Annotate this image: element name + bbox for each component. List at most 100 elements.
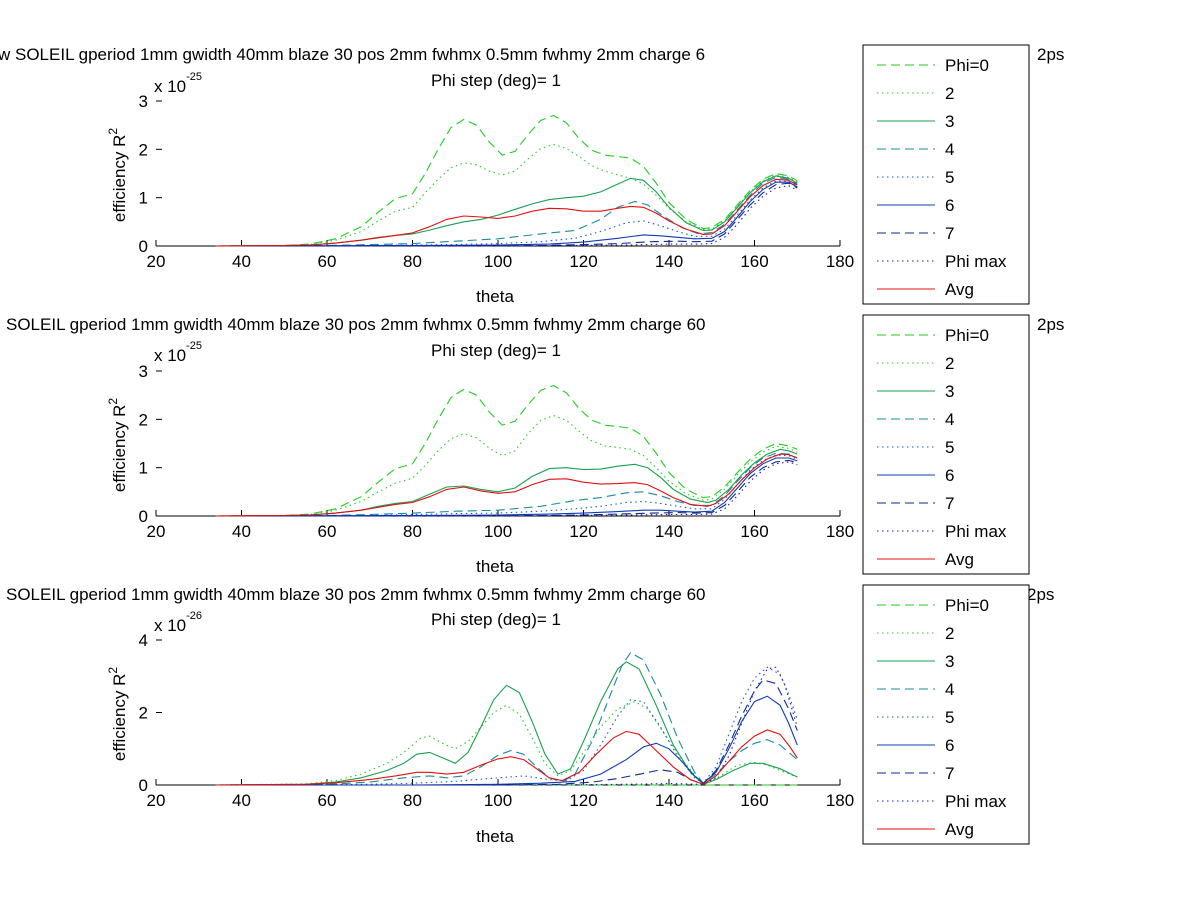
legend-3: Phi=0 2 3 4 5 6 7 Phi max Avg: [862, 584, 1030, 845]
x-tick-label-2: 60: [318, 522, 337, 541]
x-tick-label-3: 120: [569, 791, 597, 810]
legend-entry-1: Phi max: [945, 252, 1007, 271]
x-tick-label-2: 100: [484, 522, 512, 541]
y-tick-label-1: 3: [139, 92, 148, 111]
legend-entry-1: Phi=0: [945, 56, 989, 75]
series-line-1-7: [215, 182, 798, 247]
legend-entry-2: 7: [945, 494, 954, 513]
x-tick-label-3: 80: [403, 791, 422, 810]
y-exponent-power-1: -25: [186, 71, 202, 83]
y-exponent-2: x 10-25: [154, 340, 202, 365]
y-tick-label-2: 3: [139, 362, 148, 381]
legend-box-1: [862, 44, 1030, 305]
legend-entry-1: 3: [945, 112, 954, 131]
y-exponent-1: x 10-25: [154, 71, 202, 96]
x-tick-label-1: 60: [318, 252, 337, 271]
series-line-3-4: [215, 651, 798, 786]
y-axis-label-text-1: efficiency R: [110, 135, 129, 223]
legend-box-2: [862, 314, 1030, 575]
legend-entry-3: 5: [945, 708, 954, 727]
legend-entry-3: 4: [945, 680, 954, 699]
plot-title-right-1: 2ps: [1037, 45, 1064, 64]
x-tick-label-2: 180: [826, 522, 854, 541]
y-exponent-base-2: x 10: [154, 346, 186, 365]
y-axis-label-sup-2: 2: [106, 398, 120, 405]
legend-box-3: [862, 584, 1030, 845]
plot-title-right-3: 2ps: [1027, 585, 1054, 604]
plot-subtitle-2: Phi step (deg)= 1: [431, 341, 561, 360]
plot-title-2: SOLEIL gperiod 1mm gwidth 40mm blaze 30 …: [6, 315, 705, 334]
series-line-3-6: [215, 695, 798, 786]
legend-entry-2: Avg: [945, 550, 974, 569]
series-line-3-9: [215, 729, 798, 786]
y-axis-label-1: efficiency R2: [106, 128, 129, 223]
y-tick-label-2: 0: [139, 507, 148, 526]
legend-entry-1: 7: [945, 224, 954, 243]
legend-entry-1: 5: [945, 168, 954, 187]
x-tick-label-3: 140: [655, 791, 683, 810]
x-tick-label-3: 180: [826, 791, 854, 810]
y-axis-label-sup-1: 2: [106, 128, 120, 135]
y-ticks-3: 0 2 4: [139, 631, 162, 795]
series-line-1-6: [215, 181, 798, 247]
plot-title-1: w SOLEIL gperiod 1mm gwidth 40mm blaze 3…: [0, 45, 705, 64]
legend-entry-1: Avg: [945, 280, 974, 299]
y-axis-label-text-2: efficiency R: [110, 405, 129, 493]
legend-entry-2: Phi max: [945, 522, 1007, 541]
x-ticks-2: 20 40 60 80 100 120 140 160 180: [147, 510, 854, 541]
x-tick-label-3: 160: [740, 791, 768, 810]
legend-entry-2: Phi=0: [945, 326, 989, 345]
y-tick-label-1: 2: [139, 140, 148, 159]
plot-lines-3: [215, 651, 798, 786]
plot-subtitle-1: Phi step (deg)= 1: [431, 71, 561, 90]
x-axis-label-1: theta: [476, 287, 514, 306]
legend-entry-3: Phi=0: [945, 596, 989, 615]
series-line-3-3: [215, 661, 798, 786]
y-exponent-base-1: x 10: [154, 77, 186, 96]
legend-entry-3: Avg: [945, 820, 974, 839]
series-line-3-2: [215, 700, 798, 786]
subplot-1: w SOLEIL gperiod 1mm gwidth 40mm blaze 3…: [0, 44, 1064, 306]
legend-entry-3: 7: [945, 764, 954, 783]
legend-entry-3: 2: [945, 624, 954, 643]
x-tick-label-3: 100: [484, 791, 512, 810]
x-tick-label-1: 40: [232, 252, 251, 271]
x-tick-label-1: 120: [569, 252, 597, 271]
y-tick-label-2: 1: [139, 459, 148, 478]
x-tick-label-1: 180: [826, 252, 854, 271]
subplot-2: SOLEIL gperiod 1mm gwidth 40mm blaze 30 …: [6, 314, 1064, 576]
y-axis-label-2: efficiency R2: [106, 398, 129, 493]
series-line-1-4: [215, 176, 798, 247]
x-ticks-1: 20 40 60 80 100 120 140 160 180: [147, 240, 854, 271]
y-axis-label-text-3: efficiency R: [110, 674, 129, 762]
plot-lines-1: [215, 114, 798, 247]
x-tick-label-2: 140: [655, 522, 683, 541]
legend-entry-2: 5: [945, 438, 954, 457]
y-tick-label-3: 4: [139, 631, 148, 650]
series-line-2-9: [215, 453, 798, 517]
y-ticks-1: 0 1 2 3: [139, 92, 162, 256]
legend-entry-2: 4: [945, 410, 954, 429]
y-exponent-power-2: -25: [186, 340, 202, 352]
x-axis-label-2: theta: [476, 557, 514, 576]
subplot-3: SOLEIL gperiod 1mm gwidth 40mm blaze 30 …: [6, 584, 1054, 846]
x-tick-label-2: 80: [403, 522, 422, 541]
y-exponent-power-3: -26: [186, 610, 202, 622]
x-axis-label-3: theta: [476, 827, 514, 846]
plot-subtitle-3: Phi step (deg)= 1: [431, 610, 561, 629]
series-line-2-6: [215, 457, 798, 517]
legend-entry-3: 3: [945, 652, 954, 671]
series-line-1-9: [215, 178, 798, 247]
x-tick-label-1: 160: [740, 252, 768, 271]
y-tick-label-3: 2: [139, 704, 148, 723]
series-line-1-2: [215, 143, 798, 247]
x-tick-label-1: 100: [484, 252, 512, 271]
x-tick-label-1: 20: [147, 252, 166, 271]
series-line-2-4: [215, 452, 798, 517]
legend-entry-1: 2: [945, 84, 954, 103]
legend-entry-3: 6: [945, 736, 954, 755]
y-axis-label-3: efficiency R2: [106, 667, 129, 762]
series-line-2-3: [215, 448, 798, 517]
legend-entry-1: 4: [945, 140, 954, 159]
